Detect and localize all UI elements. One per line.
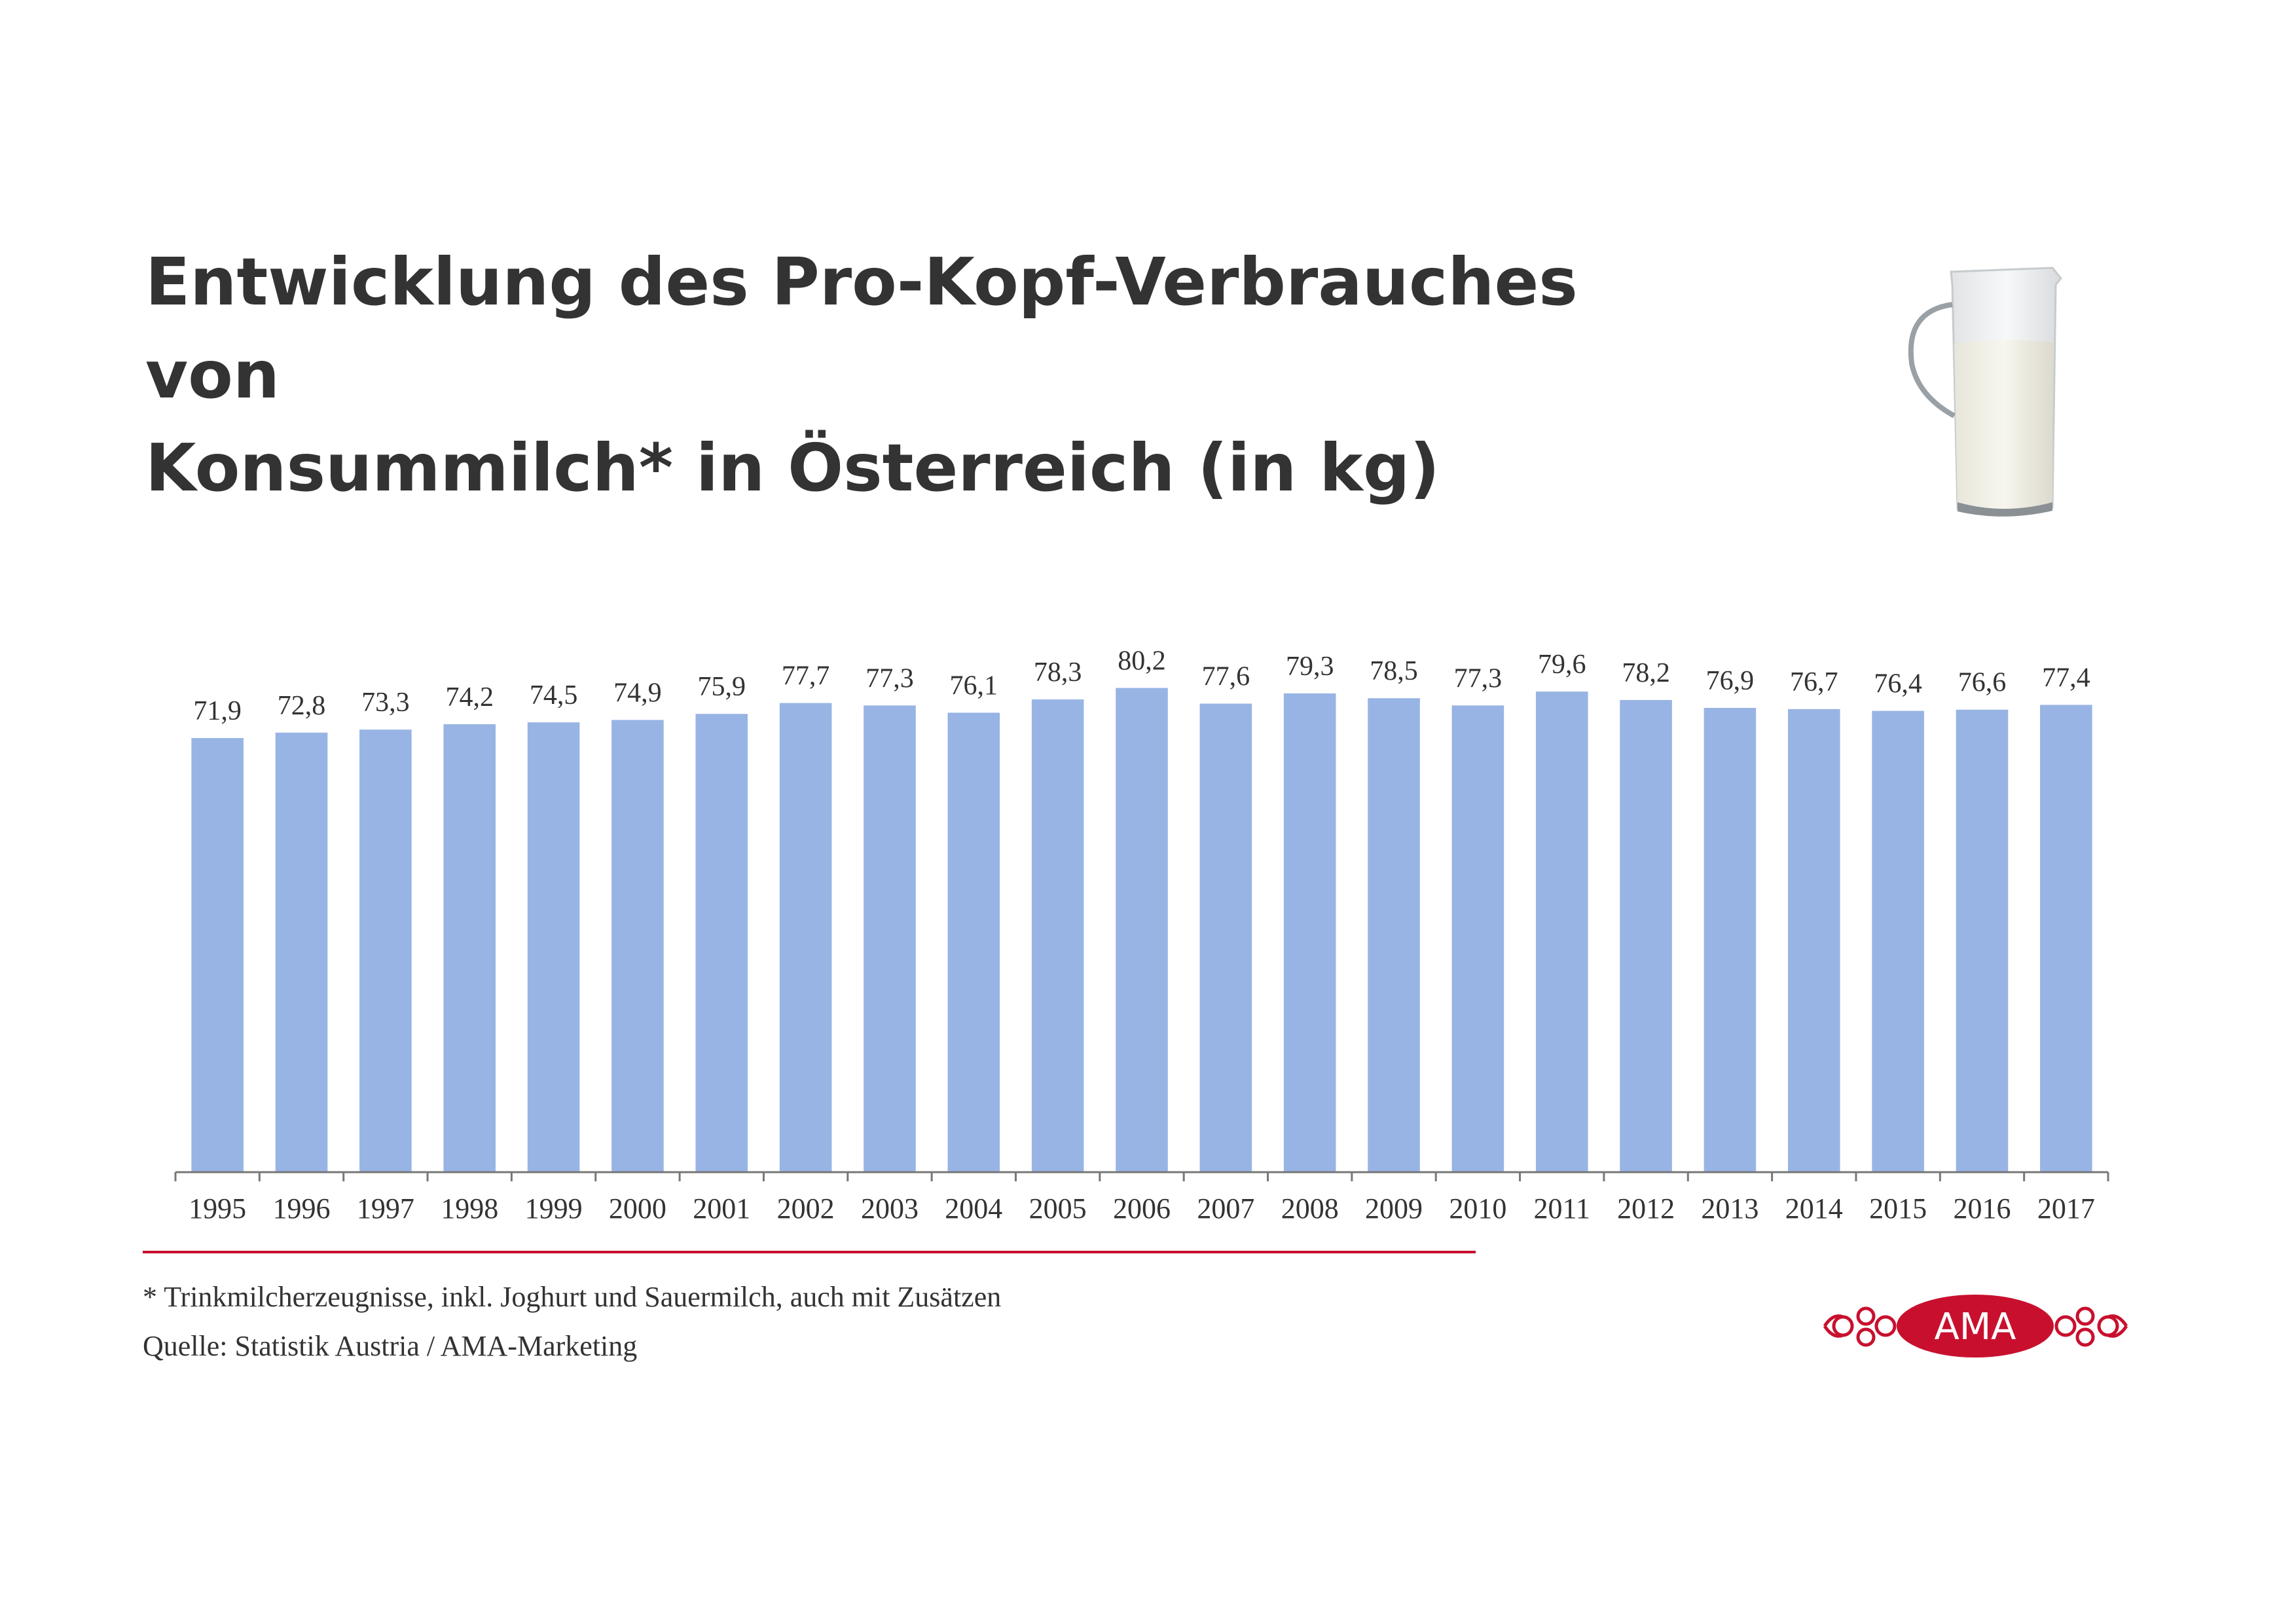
bar-2016 (1956, 709, 2009, 1172)
bar-2004 (947, 712, 1000, 1172)
bar-2006 (1116, 688, 1168, 1172)
x-tick-label-2003: 2003 (861, 1192, 919, 1225)
ama-logo: AMA (1823, 1295, 2128, 1357)
bar-2007 (1199, 703, 1252, 1172)
bar-2017 (2040, 705, 2092, 1172)
value-label-2003: 77,3 (866, 663, 914, 693)
x-tick-label-2001: 2001 (693, 1192, 750, 1225)
x-tick-label-1996: 1996 (273, 1192, 331, 1225)
x-tick-label-2013: 2013 (1701, 1192, 1758, 1225)
x-tick-label-2017: 2017 (2037, 1192, 2095, 1225)
value-label-2006: 80,2 (1118, 646, 1166, 676)
bar-2009 (1368, 698, 1420, 1172)
x-tick-label-2006: 2006 (1113, 1192, 1171, 1225)
value-label-2002: 77,7 (782, 661, 830, 692)
value-label-2004: 76,1 (950, 671, 998, 701)
bar-1997 (359, 729, 412, 1172)
bar-1995 (191, 738, 244, 1172)
x-tick-label-2016: 2016 (1953, 1192, 2011, 1225)
x-tick-label-2002: 2002 (777, 1192, 835, 1225)
value-label-2016: 76,6 (1958, 668, 2007, 698)
value-label-2007: 77,6 (1202, 662, 1250, 692)
value-label-1995: 71,9 (193, 696, 242, 726)
x-tick-label-2014: 2014 (1785, 1192, 1843, 1225)
x-tick-label-1998: 1998 (441, 1192, 498, 1225)
value-label-2001: 75,9 (698, 672, 746, 702)
chart-title-line-2: Konsummilch* in Österreich (in kg) (145, 430, 1440, 506)
chart-title-line-1: Entwicklung des Pro-Kopf-Verbrauches von (145, 244, 1578, 413)
x-tick-label-2004: 2004 (945, 1192, 1002, 1225)
value-label-2013: 76,9 (1706, 666, 1755, 696)
value-label-2015: 76,4 (1874, 669, 1922, 699)
x-tick-labels-group: 1995 1996 1997 1998 1999 2000 2001 2002 2003 2004… (189, 1192, 2095, 1225)
bar-2001 (695, 714, 748, 1172)
x-tick-label-1995: 1995 (189, 1192, 246, 1225)
divider-rule (143, 1251, 1476, 1253)
bar-2013 (1704, 707, 1757, 1172)
footnote: * Trinkmilcherzeugnisse, inkl. Joghurt u… (143, 1281, 1002, 1313)
value-label-1997: 73,3 (361, 688, 410, 718)
x-tick-label-2007: 2007 (1197, 1192, 1254, 1225)
chart-title: Entwicklung des Pro-Kopf-Verbrauches von… (145, 236, 1717, 515)
x-tick-label-1999: 1999 (525, 1192, 583, 1225)
bar-2011 (1535, 692, 1588, 1172)
x-tick-label-1997: 1997 (357, 1192, 414, 1225)
value-label-2012: 78,2 (1622, 658, 1670, 688)
x-tick-label-2008: 2008 (1281, 1192, 1339, 1225)
source-note: Quelle: Statistik Austria / AMA-Marketin… (143, 1330, 638, 1362)
bar-chart: 71,9 72,8 73,3 74,2 74,5 74,9 75,9 77,7 77,3 76,1… (174, 646, 2109, 1225)
value-label-2014: 76,7 (1790, 667, 1838, 697)
milk-pitcher-icon (1908, 267, 2062, 517)
value-label-2017: 77,4 (2042, 663, 2090, 693)
x-tick-label-2010: 2010 (1449, 1192, 1506, 1225)
value-label-2010: 77,3 (1454, 663, 1503, 693)
value-labels-group: 71,9 72,8 73,3 74,2 74,5 74,9 75,9 77,7 77,3 76,1… (193, 646, 2090, 727)
x-ticks-group (174, 1172, 2109, 1181)
bar-2003 (864, 705, 916, 1172)
ama-logo-text: AMA (1935, 1306, 2016, 1348)
bar-2005 (1031, 699, 1084, 1172)
value-label-2011: 79,6 (1538, 650, 1586, 680)
x-tick-label-2005: 2005 (1029, 1192, 1087, 1225)
value-label-2005: 78,3 (1034, 657, 1082, 688)
x-tick-label-2012: 2012 (1617, 1192, 1675, 1225)
value-label-1999: 74,5 (530, 680, 578, 710)
value-label-1998: 74,2 (445, 682, 494, 712)
bars-group (191, 688, 2092, 1172)
value-label-2000: 74,9 (613, 678, 662, 708)
bar-2015 (1872, 710, 1924, 1172)
value-label-2009: 78,5 (1370, 656, 1418, 686)
bar-1996 (275, 732, 328, 1172)
x-tick-label-2011: 2011 (1534, 1192, 1590, 1225)
bar-2000 (611, 720, 664, 1172)
bar-2002 (779, 703, 832, 1172)
bar-2012 (1620, 699, 1672, 1172)
bar-1999 (527, 722, 580, 1172)
value-label-1996: 72,8 (278, 691, 326, 721)
bar-2010 (1451, 705, 1504, 1172)
bar-2008 (1283, 693, 1336, 1172)
x-tick-label-2000: 2000 (609, 1192, 666, 1225)
x-tick-label-2015: 2015 (1869, 1192, 1927, 1225)
x-tick-label-2009: 2009 (1365, 1192, 1423, 1225)
bar-2014 (1787, 709, 1840, 1172)
value-label-2008: 79,3 (1286, 652, 1334, 682)
bar-1998 (443, 724, 496, 1172)
